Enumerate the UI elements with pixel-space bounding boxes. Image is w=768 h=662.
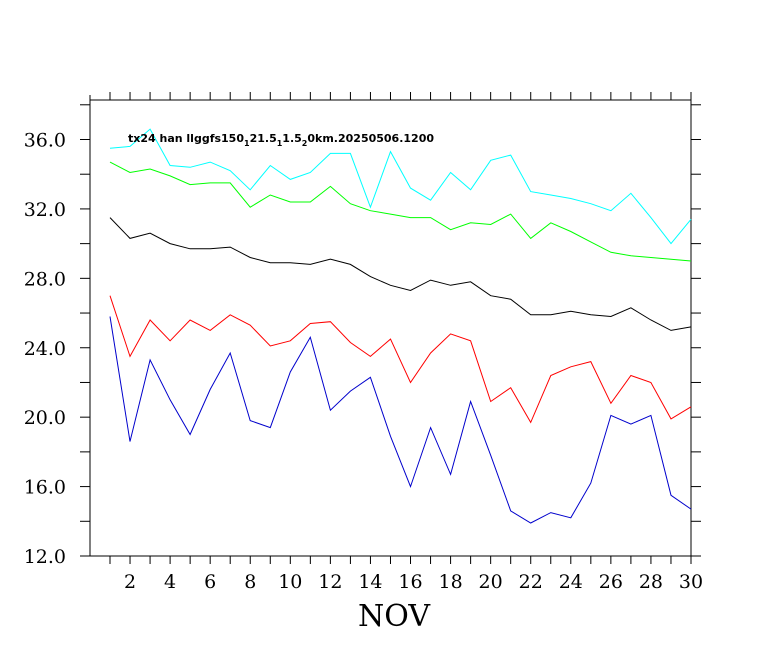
title-segment: 0km.20250506.1200 [307,132,434,145]
x-tick-label: 24 [559,571,583,593]
plot-frame [89,99,692,557]
y-tick-label: 12.0 [24,546,66,568]
x-tick-label: 28 [639,571,663,593]
y-tick-label: 28.0 [24,268,66,290]
series-line-3 [109,217,692,331]
x-tick-label: 12 [318,571,342,593]
y-tick-label: 16.0 [24,477,66,499]
series-line-1 [109,128,692,245]
y-tick-label: 24.0 [24,338,66,360]
x-tick-label: 8 [244,571,256,593]
x-tick-label: 2 [124,571,136,593]
title-subscript: 1 [244,139,250,148]
x-tick-label: 16 [398,571,422,593]
x-tick-label: 14 [358,571,382,593]
series-line-4 [109,295,692,424]
x-axis-label: NOV [358,599,431,634]
title-segment: 21.5 [250,132,277,145]
series-line-5 [109,316,692,524]
title-segment: 1.5 [282,132,302,145]
title-subscript: 2 [302,139,308,148]
x-tick-label: 22 [519,571,543,593]
x-tick-label: 26 [599,571,623,593]
axis-ticks [80,92,701,564]
chart-title: tx24 han llggfs150121.511.520km.20250506… [128,132,434,148]
y-tick-label: 32.0 [24,199,66,221]
x-tick-label: 10 [278,571,302,593]
x-tick-label: 6 [204,571,216,593]
x-tick-labels: 2 4 6 8 10 12 14 16 18 20 22 24 26 28 30 [124,571,703,593]
series-line-2 [109,161,692,262]
x-tick-label: 18 [438,571,462,593]
y-tick-label: 36.0 [24,130,66,152]
x-tick-label: 30 [679,571,703,593]
title-segment: tx24 han llggfs150 [128,132,244,145]
series-lines [109,128,692,524]
title-subscript: 1 [277,139,283,148]
y-tick-label: 20.0 [24,407,66,429]
y-tick-labels: 12.0 16.0 20.0 24.0 28.0 32.0 36.0 [24,130,66,569]
x-tick-label: 4 [164,571,176,593]
x-tick-label: 20 [479,571,503,593]
